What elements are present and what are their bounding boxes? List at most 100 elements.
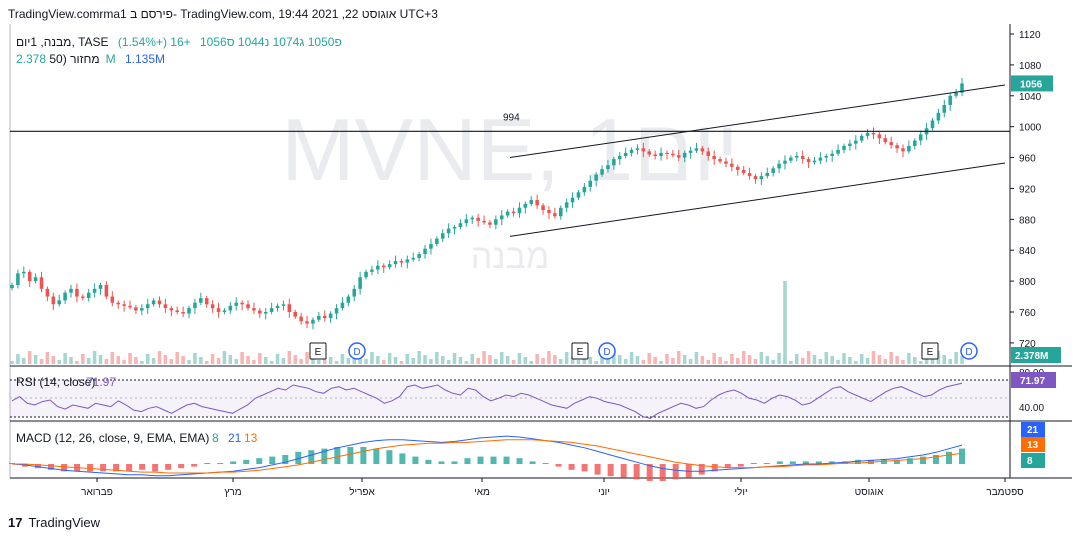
candle [476,213,480,227]
candle [352,284,357,302]
candle [405,255,410,269]
volume-bar [724,361,728,364]
candle-body [429,244,433,249]
candle-body [181,312,185,314]
time-tick-label: מאי [474,487,490,498]
candle [564,198,569,213]
tradingview-brand: 17 TradingView [8,515,100,530]
candle-body [275,305,280,309]
macd-histogram-bar [191,464,198,467]
candle [671,149,675,158]
horizontal-level-label: 994 [503,112,520,123]
volume-bar [210,354,215,364]
candle-body [458,223,463,228]
macd-histogram-bar [776,461,783,464]
volume-bar [151,358,156,364]
rsi-tick-label: 40.00 [1019,403,1044,414]
candle [535,194,539,209]
candle [317,312,321,323]
candle-body [334,308,339,314]
volume-bar [299,359,303,364]
dividend-marker-icon[interactable]: D [348,342,366,360]
candle-body [435,238,439,245]
macd-histogram-bar [204,463,211,464]
symbol-name[interactable]: מבנה, 1יום, TASE [16,35,109,49]
candle [98,282,103,295]
macd-histogram-bar [906,458,913,464]
macd-histogram-bar [529,461,536,464]
candle [452,224,457,235]
volume-legend[interactable]: מחזור (50 2.378M 1.135M [16,52,171,66]
candle [854,135,858,150]
candle [33,273,38,284]
candle [883,134,888,145]
volume-bar [700,356,705,364]
candle-body [63,292,67,301]
volume-bar [116,356,120,364]
volume-bar [193,353,197,364]
volume-bar [157,351,162,364]
volume-bar [588,357,593,364]
candle [553,207,557,219]
volume-bar [842,353,846,364]
macd-histogram-bar [932,455,939,464]
macd-histogram-bar [490,456,497,464]
candle [69,284,73,298]
volume-bar [45,352,50,364]
earnings-marker-icon[interactable]: E [309,342,327,360]
volume-bar [252,360,256,364]
candle [800,150,805,164]
candle-body [795,156,799,158]
volume-bar [789,361,793,364]
candle-body [57,300,61,305]
volume-bar [328,357,333,364]
candle-body [169,308,174,311]
dividend-marker-icon[interactable]: D [960,342,978,360]
candle [547,206,551,219]
dividend-marker-icon[interactable]: D [598,342,616,360]
candle-body [806,159,811,163]
candle [907,140,911,154]
time-tick-label: ספטמבר [986,487,1024,498]
candle-body [240,302,244,305]
candle [765,167,770,179]
macd-histogram-bar [295,451,302,464]
rsi-value-label-bg [1011,372,1056,388]
candle [865,128,870,140]
candle [193,298,197,314]
symbol-legend[interactable]: מבנה, 1יום, TASE פ1050 ג1074 נ1044 ס1056… [16,35,348,49]
candle [806,156,811,168]
candle [954,88,958,99]
candle-body [128,305,132,308]
candle [370,265,374,276]
candle-body [452,227,457,229]
candle-body [842,145,846,150]
candle [541,203,545,215]
candle-body [653,154,657,157]
volume-bar [387,353,392,364]
volume-bar [305,352,309,364]
macd-histogram-bar [256,458,263,464]
candle-body [718,159,722,162]
candle-body [818,157,823,161]
earnings-marker-box [571,342,589,360]
candle [464,213,469,227]
earnings-marker-icon[interactable]: E [921,342,939,360]
event-marker-letter: E [315,347,322,358]
candle [901,144,905,158]
volume-bar [199,357,203,364]
price-tick-label: 720 [1019,339,1036,350]
macd-histogram-bar [893,459,900,464]
volume-bar [246,356,250,364]
channel-lower-line [509,162,1006,237]
candle-body [464,219,469,224]
candle [677,149,681,162]
macd-histogram-bar [438,461,445,464]
candle [358,271,362,295]
volume-bar [216,358,221,364]
volume-bar [476,358,480,364]
candle-body [954,92,958,96]
candle [859,133,864,143]
earnings-marker-icon[interactable]: E [571,342,589,360]
